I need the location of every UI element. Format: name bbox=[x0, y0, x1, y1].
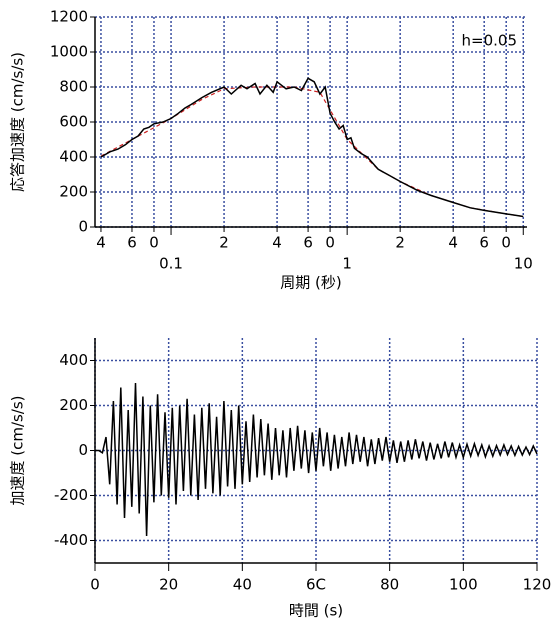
data-line bbox=[95, 382, 538, 537]
y-tick-label: 1200 bbox=[50, 8, 88, 26]
x-tick-label: 4 bbox=[448, 234, 458, 252]
y-tick-label: -200 bbox=[54, 486, 88, 504]
data-line bbox=[100, 77, 524, 218]
x-tick-label: 6 bbox=[303, 234, 313, 252]
x-tick-label: 4 bbox=[96, 234, 106, 252]
x-tick-label: 80 bbox=[380, 576, 399, 594]
x-tick-label: 0 bbox=[90, 576, 100, 594]
x-tick-label: 6 bbox=[479, 234, 489, 252]
x-tick-label: 2 bbox=[219, 234, 229, 252]
y-tick-label: 600 bbox=[59, 113, 88, 131]
y-tick-label: 800 bbox=[59, 78, 88, 96]
x-tick-label: 6 bbox=[127, 234, 137, 252]
y-tick-label: 1000 bbox=[50, 43, 88, 61]
y-tick-label: 400 bbox=[59, 148, 88, 166]
x-tick-label: 6C bbox=[306, 576, 326, 594]
x-tick-label: 0.1 bbox=[159, 255, 183, 273]
y-axis-label: 加速度 (cm/s/s) bbox=[9, 395, 27, 505]
x-tick-label: 0 bbox=[149, 234, 159, 252]
annotation: h=0.05 bbox=[462, 32, 517, 50]
x-tick-label: 20 bbox=[159, 576, 178, 594]
y-tick-label: 0 bbox=[78, 218, 88, 236]
x-tick-label: 120 bbox=[523, 576, 552, 594]
y-axis-label: 応答加速度 (cm/s/s) bbox=[9, 52, 27, 192]
x-tick-label: 0 bbox=[501, 234, 511, 252]
x-axis-label: 周期 (秒) bbox=[280, 274, 341, 292]
x-tick-label: 10 bbox=[514, 255, 533, 273]
x-axis-label: 時間 (s) bbox=[289, 602, 343, 620]
x-tick-label: 0 bbox=[325, 234, 335, 252]
x-tick-label: 1 bbox=[342, 255, 352, 273]
y-tick-label: 200 bbox=[59, 396, 88, 414]
data-line bbox=[100, 86, 524, 218]
x-tick-label: 2 bbox=[395, 234, 405, 252]
y-tick-label: -400 bbox=[54, 531, 88, 549]
x-tick-label: 4 bbox=[272, 234, 282, 252]
y-tick-label: 200 bbox=[59, 183, 88, 201]
x-tick-label: 100 bbox=[449, 576, 478, 594]
y-tick-label: 400 bbox=[59, 351, 88, 369]
y-tick-label: 0 bbox=[78, 441, 88, 459]
x-tick-label: 40 bbox=[233, 576, 252, 594]
